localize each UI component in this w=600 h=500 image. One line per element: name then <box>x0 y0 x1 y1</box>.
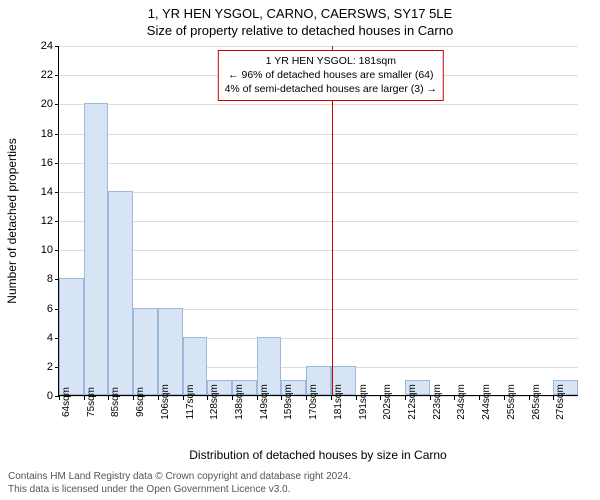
annotation-line2: ← 96% of detached houses are smaller (64… <box>225 68 437 82</box>
gridline <box>59 163 578 164</box>
ytick-label: 12 <box>41 215 59 227</box>
annotation-box: 1 YR HEN YSGOL: 181sqm ← 96% of detached… <box>218 50 444 101</box>
gridline <box>59 104 578 105</box>
gridline <box>59 192 578 193</box>
xtick-label: 159sqm <box>281 384 294 420</box>
ytick-label: 6 <box>47 303 59 315</box>
gridline <box>59 134 578 135</box>
xtick-label: 212sqm <box>405 384 418 420</box>
xtick-label: 276sqm <box>553 384 566 420</box>
xtick-label: 75sqm <box>84 387 97 417</box>
x-axis-label: Distribution of detached houses by size … <box>58 448 578 462</box>
xtick-label: 117sqm <box>183 385 196 420</box>
ytick-label: 24 <box>41 40 59 52</box>
footer-line1: Contains HM Land Registry data © Crown c… <box>8 471 592 484</box>
gridline <box>59 46 578 47</box>
ytick-label: 10 <box>41 244 59 256</box>
annotation-line1: 1 YR HEN YSGOL: 181sqm <box>225 54 437 68</box>
xtick-label: 170sqm <box>306 384 319 420</box>
ytick-label: 14 <box>41 186 59 198</box>
ytick-label: 8 <box>47 273 59 285</box>
xtick-label: 255sqm <box>504 384 517 420</box>
ytick-label: 20 <box>41 98 59 110</box>
histogram-bar <box>59 278 84 395</box>
ytick-label: 16 <box>41 157 59 169</box>
xtick-label: 149sqm <box>257 384 270 420</box>
footer-line2: This data is licensed under the Open Gov… <box>8 484 592 497</box>
ytick-label: 2 <box>47 361 59 373</box>
chart-title-line1: 1, YR HEN YSGOL, CARNO, CAERSWS, SY17 5L… <box>0 0 600 21</box>
xtick-label: 244sqm <box>479 384 492 420</box>
xtick-label: 64sqm <box>59 387 72 417</box>
xtick-label: 202sqm <box>380 384 393 420</box>
histogram-bar <box>158 308 183 396</box>
footer-attribution: Contains HM Land Registry data © Crown c… <box>8 471 592 496</box>
ytick-label: 18 <box>41 128 59 140</box>
ytick-label: 4 <box>47 332 59 344</box>
histogram-bar <box>84 103 109 395</box>
ytick-label: 0 <box>47 390 59 402</box>
y-axis-label: Number of detached properties <box>5 138 19 303</box>
xtick-label: 223sqm <box>430 384 443 420</box>
gridline <box>59 250 578 251</box>
xtick-label: 234sqm <box>454 384 467 420</box>
xtick-label: 191sqm <box>356 384 369 420</box>
ytick-label: 22 <box>41 69 59 81</box>
xtick-label: 128sqm <box>207 384 220 420</box>
histogram-bar <box>108 191 133 395</box>
gridline <box>59 279 578 280</box>
annotation-line3: 4% of semi-detached houses are larger (3… <box>225 82 437 96</box>
xtick-label: 181sqm <box>331 384 344 420</box>
xtick-label: 138sqm <box>232 384 245 420</box>
xtick-label: 106sqm <box>158 384 171 420</box>
histogram-bar <box>133 308 158 396</box>
xtick-label: 85sqm <box>108 387 121 417</box>
xtick-label: 96sqm <box>133 387 146 417</box>
chart-title-line2: Size of property relative to detached ho… <box>0 21 600 38</box>
gridline <box>59 221 578 222</box>
xtick-label: 265sqm <box>529 384 542 420</box>
